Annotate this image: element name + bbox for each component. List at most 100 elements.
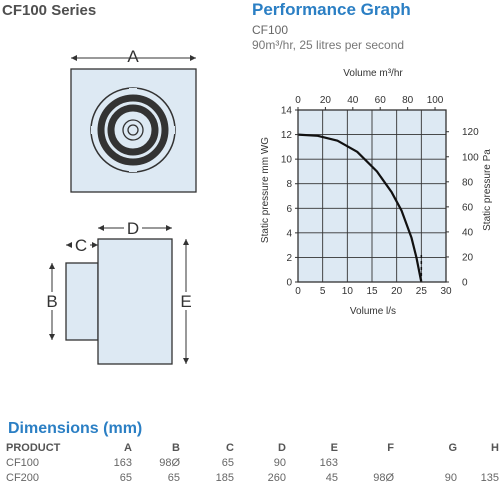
arrow-left-icon <box>98 225 104 231</box>
table-cell: CF200 <box>6 472 40 484</box>
label-e-bg <box>177 292 195 310</box>
model-name: CF100 <box>252 23 289 37</box>
y-tick-label: 10 <box>281 155 293 166</box>
model-spec: 90m³/hr, 25 litres per second <box>252 38 405 52</box>
y2-tick-label: 40 <box>462 227 474 238</box>
x-tick-label: 15 <box>366 286 378 297</box>
y-tick-label: 6 <box>286 204 292 215</box>
y2-tick-label: 60 <box>462 202 474 213</box>
table-cell: 98Ø <box>373 472 394 484</box>
label-e: E <box>180 292 191 311</box>
table-cell: 135 <box>480 472 499 484</box>
x2-tick-label: 20 <box>320 95 332 106</box>
table-header: PRODUCT A B C D E F G H <box>6 441 499 456</box>
x2-tick-label: 40 <box>347 95 359 106</box>
x-axis-label: Volume l/s <box>350 306 396 317</box>
y-tick-label: 0 <box>286 278 292 289</box>
arrow-up-icon <box>49 263 55 269</box>
table-cell: 163 <box>319 457 338 469</box>
arrow-down-icon <box>49 334 55 340</box>
grille-center <box>127 124 139 136</box>
label-c: C <box>75 236 87 255</box>
table-cell: 260 <box>267 472 286 484</box>
table-cell <box>457 456 499 471</box>
plot-border <box>297 109 447 283</box>
header-cell: D <box>278 442 286 454</box>
y-tick-label: 2 <box>286 253 292 264</box>
header-cell: A <box>124 442 132 454</box>
table-cell <box>338 456 394 471</box>
y2-tick-label: 120 <box>462 127 479 138</box>
y2-tick-label: 100 <box>462 152 479 163</box>
header-cell: E <box>330 442 338 454</box>
arrow-right-icon <box>92 242 98 248</box>
x-tick-label: 25 <box>416 286 428 297</box>
dimensions-title: Dimensions (mm) <box>8 420 143 437</box>
x-tick-label: 10 <box>342 286 354 297</box>
table-cell: 90 <box>273 457 286 469</box>
table-cell: 45 <box>325 472 338 484</box>
table-cell: 65 <box>167 472 180 484</box>
x2-tick-label: 80 <box>402 95 414 106</box>
label-b: B <box>46 292 57 311</box>
curve-layer <box>297 133 423 283</box>
table-cell: 163 <box>113 457 132 469</box>
x2-axis-label: Volume m³/hr <box>343 68 403 79</box>
header-cell: PRODUCT <box>6 442 61 454</box>
table-cell: 185 <box>215 472 234 484</box>
x2-tick-label: 0 <box>295 95 301 106</box>
arrow-right-icon <box>190 55 196 61</box>
table-cell: 65 <box>221 457 234 469</box>
x2-tick-label: 100 <box>427 95 444 106</box>
grille-ring-1 <box>97 94 169 166</box>
table-cell: 98Ø <box>159 457 180 469</box>
label-b-bg <box>43 292 61 310</box>
y-tick-label: 8 <box>286 179 292 190</box>
table-row: CF100 163 98Ø 65 90 163 <box>6 456 499 471</box>
dimensions-table: PRODUCT A B C D E F G H CF100 163 98Ø 65 90 163 CF200 6… <box>6 441 499 486</box>
label-d: D <box>127 219 139 238</box>
y-axis-label: Static pressure mm WG <box>260 137 271 243</box>
label-a: A <box>127 47 139 66</box>
x-tick-label: 0 <box>295 286 301 297</box>
grille-hub <box>122 119 144 141</box>
grille-gap-bottom <box>129 166 137 172</box>
y-tick-label: 12 <box>281 130 293 141</box>
series-title: CF100 Series <box>2 2 97 19</box>
graph-title: Performance Graph <box>252 0 411 19</box>
y2-axis-label: Static pressure Pa <box>482 149 493 231</box>
y2-tick-label: 0 <box>462 278 468 289</box>
grille-gap-top <box>129 88 137 94</box>
label-d-bg <box>124 220 142 238</box>
arrow-right-icon <box>166 225 172 231</box>
header-cell: B <box>172 442 180 454</box>
header-cell: C <box>226 442 234 454</box>
arrow-left-icon <box>71 55 77 61</box>
grille-gap-right <box>169 126 175 134</box>
side-view: D C B E <box>43 219 195 365</box>
arrow-left-icon <box>66 242 72 248</box>
y2-tick-label: 20 <box>462 252 474 263</box>
header-cell: H <box>491 442 499 454</box>
x-tick-label: 20 <box>391 286 403 297</box>
performance-curve <box>297 133 423 283</box>
y2-tick-label: 80 <box>462 177 474 188</box>
header-cell: F <box>387 442 394 454</box>
x-tick-label: 30 <box>440 286 452 297</box>
grille-gap-left <box>91 126 97 134</box>
y-tick-label: 14 <box>281 106 293 117</box>
y-tick-label: 4 <box>286 228 292 239</box>
grille-ring-2 <box>107 104 159 156</box>
x2-tick-label: 60 <box>375 95 387 106</box>
header-cell: G <box>448 442 457 454</box>
arrow-down-icon <box>183 358 189 364</box>
side-body <box>97 238 173 365</box>
x-tick-label: 5 <box>320 286 326 297</box>
fan-diagram: A D C B E <box>43 47 197 365</box>
spigot <box>65 262 99 341</box>
front-view: A <box>70 47 197 193</box>
table-row: CF200 65 65 185 260 45 98Ø 90 135 <box>6 471 499 486</box>
arrow-up-icon <box>183 239 189 245</box>
